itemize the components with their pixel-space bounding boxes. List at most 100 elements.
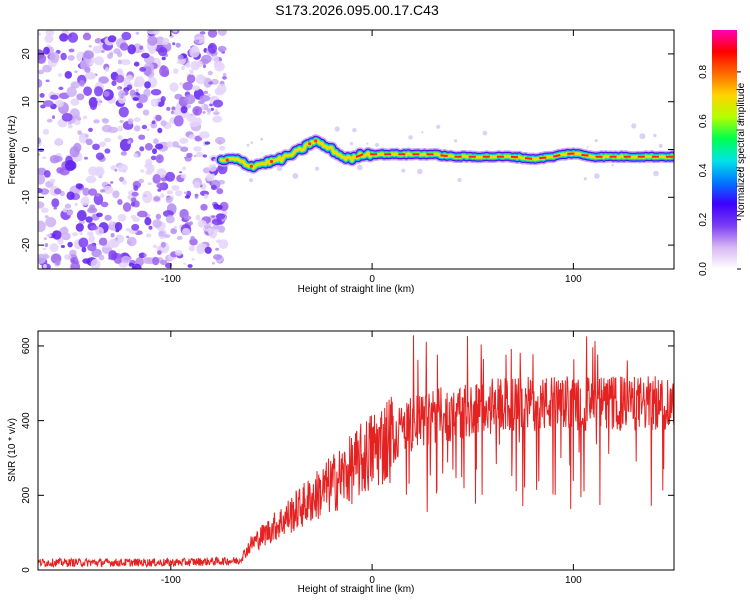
noise-blob — [212, 115, 223, 123]
figure-title: S173.2026.095.00.17.C43 — [275, 2, 439, 18]
spectrogram-ylabel: Frequency (Hz) — [7, 116, 18, 185]
snr-xtick-label: -100 — [161, 575, 181, 586]
spectrogram-ytick-label: -20 — [21, 237, 32, 252]
noise-blob — [142, 109, 150, 116]
noise-blob — [96, 212, 103, 218]
noise-blob — [139, 45, 144, 50]
noise-blob — [176, 236, 183, 240]
noise-blob — [117, 163, 128, 173]
noise-blob — [193, 181, 201, 189]
noise-blob — [408, 135, 413, 140]
noise-blob — [97, 102, 102, 106]
noise-blob — [158, 46, 168, 57]
noise-blob — [117, 213, 127, 222]
noise-blob — [96, 98, 101, 102]
noise-blob — [211, 261, 216, 265]
noise-blob — [117, 199, 123, 205]
noise-blob — [169, 82, 179, 92]
noise-blob — [152, 256, 160, 266]
snr-series-line — [38, 335, 674, 569]
noise-blob — [352, 127, 357, 133]
snr-ytick-label: 0 — [21, 567, 32, 573]
noise-blob — [42, 64, 52, 73]
noise-blob — [190, 236, 195, 241]
noise-blob — [215, 108, 218, 112]
noise-blob — [55, 259, 61, 266]
noise-blob — [68, 48, 75, 53]
noise-blob — [611, 164, 614, 167]
noise-blob — [208, 164, 217, 172]
ridge-peak-mark — [581, 153, 589, 157]
noise-blob — [182, 228, 191, 235]
noise-blob — [136, 102, 144, 109]
noise-blob — [38, 69, 45, 75]
noise-blob — [165, 215, 175, 224]
noise-blob — [179, 171, 183, 174]
noise-blob — [179, 111, 190, 118]
noise-blob — [176, 61, 181, 64]
noise-blob — [211, 55, 220, 62]
noise-blob — [101, 245, 112, 254]
noise-blob — [195, 214, 201, 221]
spectrogram-xtick-label: 0 — [369, 274, 375, 285]
noise-blob — [213, 254, 222, 260]
noise-blob — [88, 188, 98, 196]
noise-blob — [194, 193, 199, 197]
noise-blob — [150, 98, 159, 107]
noise-blob — [162, 37, 170, 45]
noise-blob — [482, 130, 488, 136]
colorbar-label: Normalized spectral amplitude — [736, 82, 747, 217]
noise-blob — [215, 239, 222, 244]
noise-blob — [79, 80, 85, 87]
noise-blob — [77, 117, 82, 121]
noise-blob — [175, 190, 183, 197]
noise-blob — [38, 153, 41, 156]
noise-blob — [139, 146, 145, 152]
noise-blob — [192, 106, 203, 116]
noise-blob — [160, 193, 165, 198]
noise-blob — [43, 264, 47, 269]
noise-blob — [219, 48, 223, 53]
noise-blob — [98, 229, 104, 234]
noise-blob — [152, 219, 162, 228]
noise-blob — [215, 247, 220, 251]
noise-blob — [64, 160, 76, 171]
noise-blob — [96, 192, 100, 197]
noise-blob — [104, 148, 111, 154]
noise-blob — [43, 46, 50, 55]
noise-blob — [92, 45, 103, 54]
noise-blob — [215, 136, 226, 145]
noise-blob — [67, 241, 73, 248]
noise-blob — [170, 228, 177, 235]
noise-blob — [157, 250, 162, 256]
noise-blob — [202, 154, 207, 158]
noise-blob — [55, 99, 64, 108]
noise-blob — [186, 74, 196, 84]
colorbar-tick-label: 0.0 — [698, 262, 709, 276]
snr-ytick-label: 600 — [21, 337, 32, 354]
noise-blob — [144, 81, 151, 89]
noise-blob — [653, 170, 659, 177]
noise-blob — [144, 143, 153, 151]
spectrogram-xtick-label: 100 — [565, 274, 582, 285]
noise-blob — [215, 213, 226, 220]
noise-blob — [76, 93, 85, 101]
ridge-peak-mark — [510, 155, 519, 159]
noise-blob — [454, 139, 458, 143]
noise-blob — [155, 213, 162, 220]
noise-blob — [160, 120, 167, 127]
noise-blob — [152, 244, 158, 249]
noise-blob — [38, 174, 46, 185]
noise-blob — [38, 53, 47, 64]
noise-blob — [112, 190, 120, 199]
noise-blob — [184, 94, 196, 105]
noise-blob — [138, 134, 146, 140]
noise-blob — [160, 65, 167, 71]
snr-ytick-label: 400 — [21, 412, 32, 429]
noise-blob — [172, 141, 179, 148]
snr-frame — [37, 330, 675, 571]
noise-blob — [70, 81, 80, 89]
noise-blob — [109, 220, 114, 225]
noise-region — [38, 30, 663, 269]
noise-blob — [137, 94, 148, 104]
